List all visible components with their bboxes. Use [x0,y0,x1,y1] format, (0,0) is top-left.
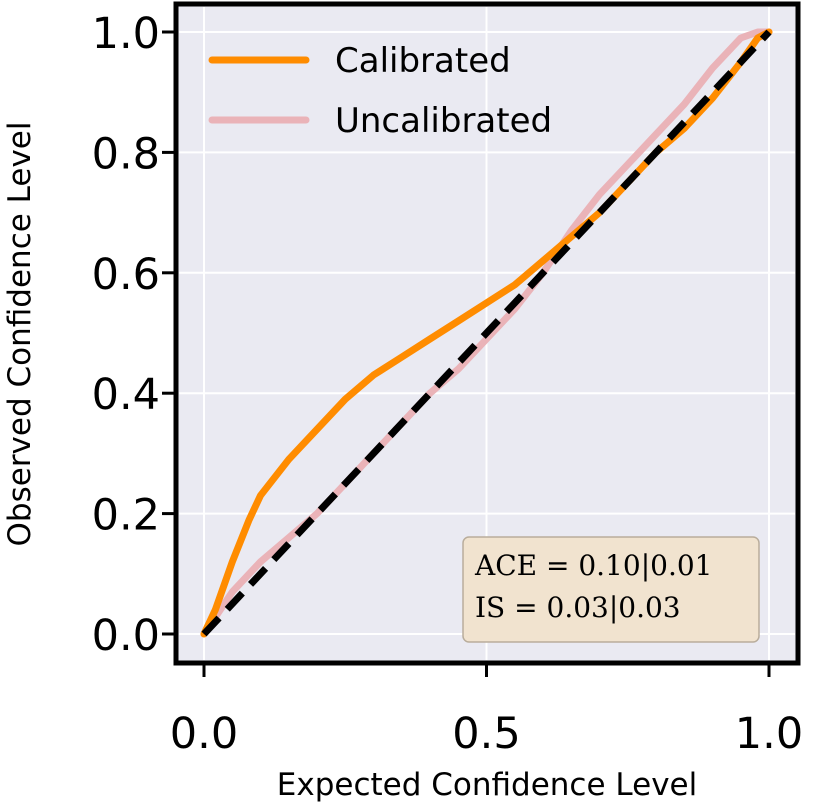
legend: Calibrated Uncalibrated [208,41,552,141]
series-lines [200,28,773,638]
legend-label-uncalibrated: Uncalibrated [335,101,552,141]
y-tick-label: 0.0 [92,611,160,661]
y-tick-label: 0.6 [92,250,160,300]
x-tick-label: 0.0 [170,709,238,759]
y-tick-label: 0.4 [92,370,160,420]
x-tick-label: 1.0 [735,709,803,759]
annotation-background [462,536,760,643]
legend-label-calibrated: Calibrated [335,41,511,81]
series-line-ideal [201,29,772,637]
y-tick-label: 0.8 [92,129,160,179]
y-ticks: 0.0 0.2 0.4 0.6 0.8 1.0 [92,9,174,661]
annotation-ace: ACE = 0.10|0.01 [474,549,712,582]
y-axis-title: Observed Confidence Level [2,122,38,547]
annotation-box: ACE = 0.10|0.01 IS = 0.03|0.03 [462,536,760,643]
x-axis-title: Expected Confidence Level [277,767,697,803]
grid [179,7,795,660]
x-tick-label: 0.5 [452,709,520,759]
annotation-is: IS = 0.03|0.03 [475,591,681,624]
x-ticks: 0.0 0.5 1.0 [170,665,803,759]
y-tick-label: 1.0 [92,9,160,59]
series-line-calibrated [200,28,773,638]
y-tick-label: 0.2 [92,491,160,541]
